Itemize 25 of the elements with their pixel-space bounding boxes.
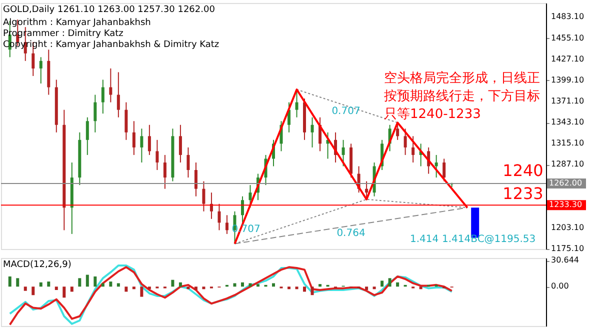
y-tick-label: 1483.10 — [551, 12, 584, 22]
y-tick-label: 1371.10 — [551, 96, 584, 106]
y-tick-label: 1427.10 — [551, 54, 584, 64]
annotation: 空头格局完全形成，日线正 — [384, 70, 540, 86]
chart-title: MACD(12,26,9) — [3, 260, 72, 270]
y-tick-label: 1315.10 — [551, 138, 584, 148]
ref-line-label: 1233.30 — [549, 200, 582, 210]
y-tick-label: 1343.10 — [551, 118, 584, 127]
annotation: 1.414BC@1195.53 — [442, 234, 536, 245]
chart-title: GOLD,Daily 1261.10 1263.00 1257.30 1262.00 — [3, 5, 216, 15]
y-tick-label: 1175.10 — [551, 244, 584, 253]
annotation: 1240 — [502, 161, 544, 180]
y-tick-label: 1455.10 — [551, 33, 584, 42]
y-tick-label: 1399.10 — [551, 75, 584, 84]
y-tick-label: 30.644 — [551, 256, 579, 265]
annotation: 按预期路线行走，下方目标 — [384, 88, 540, 104]
annotation: 1.414 — [410, 234, 439, 245]
annotation: 0.707 — [332, 106, 360, 117]
annotation: 0.764 — [336, 228, 366, 239]
y-tick-label: 1203.10 — [551, 222, 584, 232]
annotation: 1233 — [502, 184, 544, 203]
y-tick-label: 0.00 — [551, 282, 569, 291]
annotation: 只等1240-1233 — [384, 107, 481, 122]
ref-line-label: 1262.00 — [549, 178, 582, 188]
y-tick-label: 1287.10 — [551, 160, 584, 169]
